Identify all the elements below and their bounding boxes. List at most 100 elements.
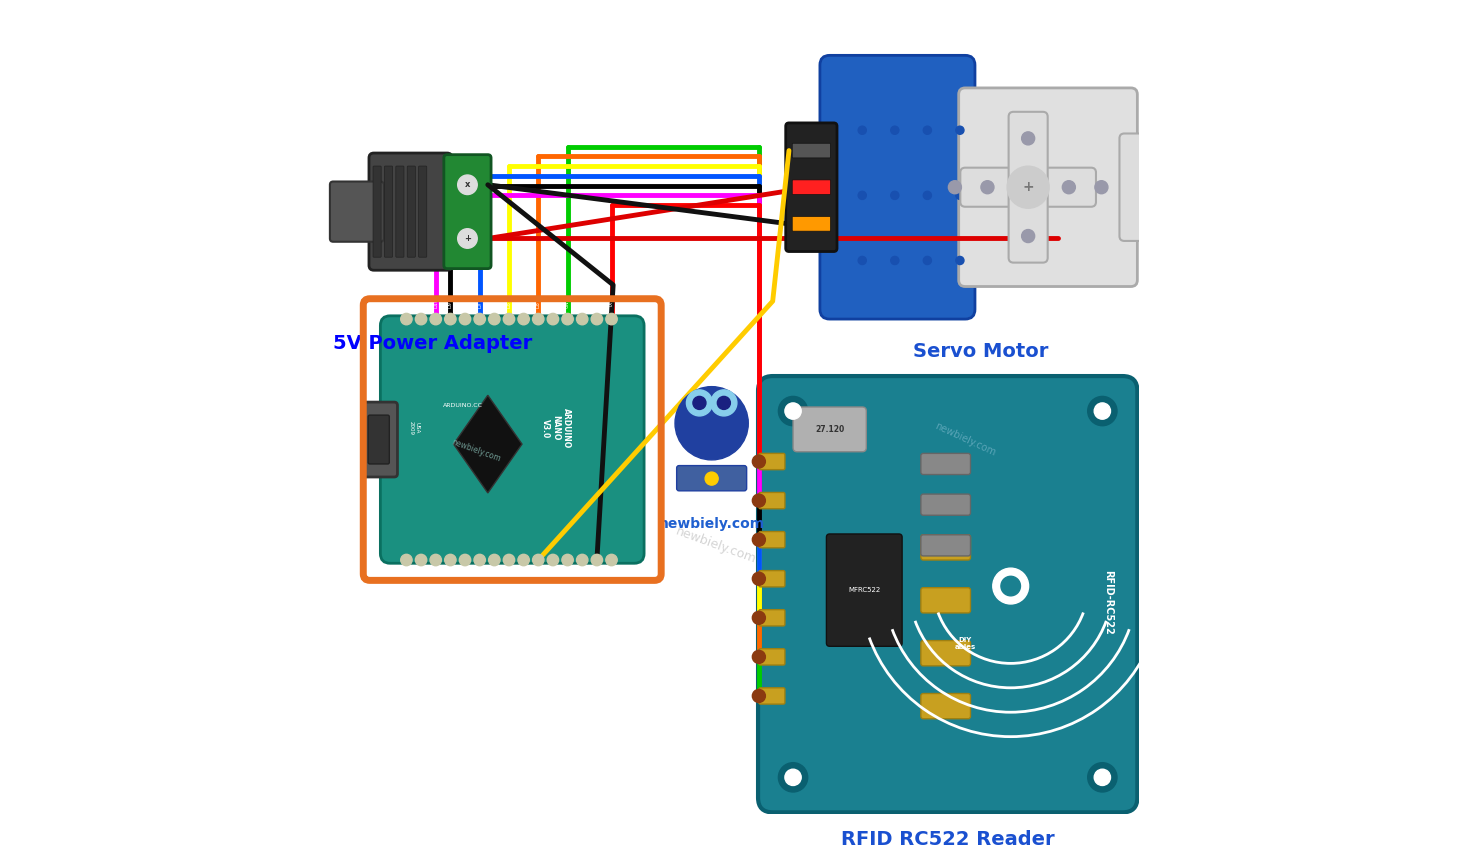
Text: VIN: VIN [609,571,613,580]
Circle shape [706,472,719,485]
Circle shape [577,313,589,325]
Circle shape [956,191,963,200]
Text: 27.120: 27.120 [815,426,845,434]
Text: DIY
ables: DIY ables [955,636,976,650]
FancyBboxPatch shape [921,694,971,719]
FancyBboxPatch shape [407,166,416,257]
Text: A7: A7 [550,571,555,578]
FancyBboxPatch shape [758,531,785,548]
Circle shape [430,313,442,325]
FancyBboxPatch shape [758,649,785,665]
Circle shape [949,181,962,194]
Circle shape [687,390,713,416]
Text: -: - [430,178,435,192]
Circle shape [779,763,808,792]
Circle shape [416,313,427,325]
Circle shape [518,313,530,325]
Circle shape [548,554,559,566]
Text: RX0: RX0 [594,298,599,308]
Text: RST: RST [580,298,584,308]
Text: USA
2009: USA 2009 [408,421,420,435]
Text: D5: D5 [507,301,511,308]
FancyBboxPatch shape [381,316,644,563]
Circle shape [1022,229,1035,243]
FancyBboxPatch shape [921,535,971,556]
FancyBboxPatch shape [959,88,1138,287]
Circle shape [1094,403,1111,420]
Circle shape [430,554,442,566]
Circle shape [858,191,867,200]
FancyBboxPatch shape [921,588,971,613]
Text: A0: A0 [448,571,452,578]
Circle shape [1088,763,1117,792]
Circle shape [606,313,618,325]
Circle shape [752,572,766,585]
FancyBboxPatch shape [367,415,389,464]
Text: RFID-RC522: RFID-RC522 [1102,570,1113,634]
Circle shape [956,126,963,135]
Circle shape [504,313,515,325]
Circle shape [562,554,574,566]
Circle shape [591,554,603,566]
Text: C11: C11 [419,298,423,308]
Circle shape [504,554,515,566]
Circle shape [752,455,766,468]
FancyBboxPatch shape [758,570,785,587]
Circle shape [416,554,427,566]
Circle shape [779,397,808,426]
Circle shape [858,256,867,265]
FancyBboxPatch shape [921,494,971,515]
Text: A2: A2 [477,571,482,578]
Circle shape [890,126,899,135]
Text: A1: A1 [463,571,467,578]
Circle shape [785,403,801,420]
Circle shape [981,181,994,194]
FancyBboxPatch shape [329,182,384,242]
Text: D8: D8 [463,301,467,308]
Text: ARDUINO.CC: ARDUINO.CC [444,403,483,408]
FancyBboxPatch shape [1120,134,1145,241]
Text: D2: D2 [550,301,555,308]
Circle shape [460,554,471,566]
Text: D4: D4 [521,301,526,308]
Circle shape [752,533,766,547]
FancyBboxPatch shape [676,465,747,491]
Circle shape [924,256,931,265]
Circle shape [858,126,867,135]
Circle shape [752,651,766,663]
Circle shape [562,313,574,325]
FancyBboxPatch shape [786,123,837,251]
Text: D10: D10 [433,298,438,308]
Circle shape [692,397,706,409]
Polygon shape [454,395,523,493]
Text: D6: D6 [492,301,496,308]
Text: GND: GND [594,571,599,583]
Text: x: x [464,180,470,190]
Text: GND: GND [565,296,569,308]
Circle shape [1001,576,1020,596]
Circle shape [606,554,618,566]
FancyBboxPatch shape [758,688,785,704]
Circle shape [1022,132,1035,145]
FancyBboxPatch shape [960,168,1097,206]
Text: newbiely.com: newbiely.com [933,421,997,458]
Circle shape [712,390,736,416]
Circle shape [518,554,530,566]
Circle shape [591,313,603,325]
Text: D9: D9 [448,301,452,308]
Text: A6: A6 [536,571,540,578]
Circle shape [458,228,477,248]
Text: REF: REF [433,571,438,580]
Circle shape [474,554,486,566]
Circle shape [460,313,471,325]
FancyBboxPatch shape [921,640,971,666]
Text: A3: A3 [492,571,496,578]
Text: newbiely.com: newbiely.com [673,525,758,566]
Circle shape [1095,181,1108,194]
Circle shape [548,313,559,325]
Text: +: + [1022,180,1034,195]
Circle shape [752,689,766,702]
Text: newbiely.com: newbiely.com [449,438,501,464]
FancyBboxPatch shape [363,402,397,477]
FancyBboxPatch shape [369,153,452,270]
